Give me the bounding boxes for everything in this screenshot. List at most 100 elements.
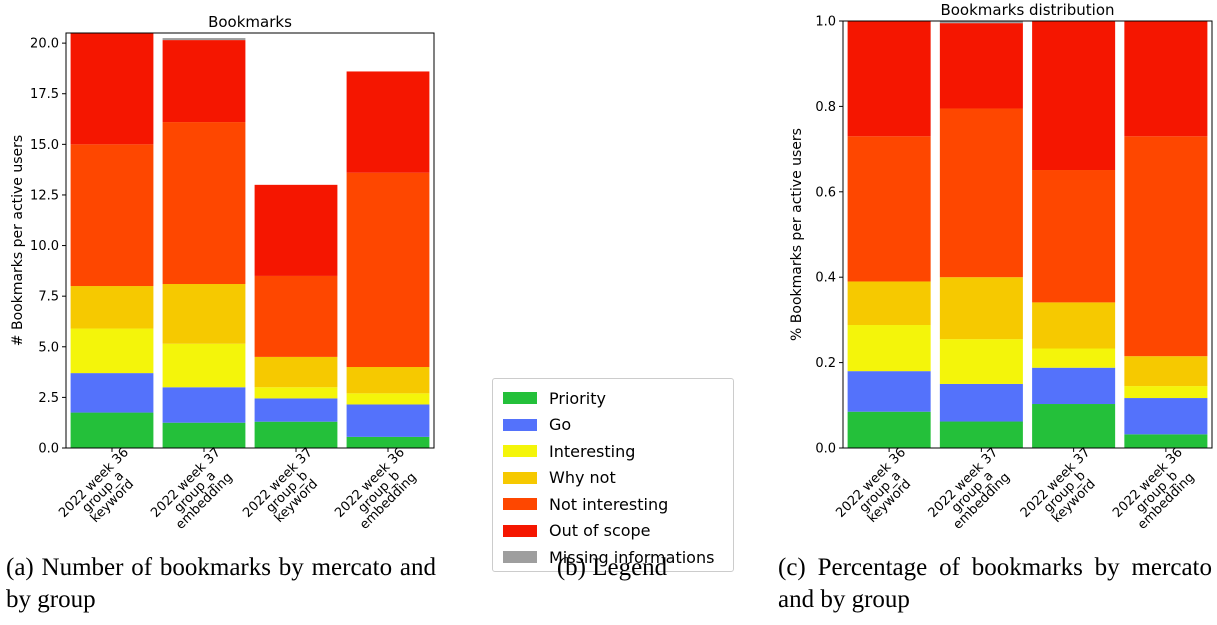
bar-not-interesting-0 [70, 144, 154, 287]
legend-item-interesting: Interesting [503, 439, 635, 463]
bar-why-not-0 [70, 286, 154, 329]
bar-out-of-scope-1 [162, 40, 246, 123]
bar-priority-3 [346, 436, 430, 448]
bar-go-1 [939, 383, 1023, 422]
bar-not-interesting-0 [847, 136, 931, 282]
bar-go-3 [1124, 398, 1208, 435]
y-tick-label: 2.5 [38, 391, 59, 406]
bar-priority-3 [1124, 434, 1208, 448]
svg-text:2022 week 36group_bembedding: 2022 week 36group_bembedding [332, 445, 426, 539]
bar-interesting-1 [939, 339, 1023, 384]
bar-interesting-2 [254, 387, 338, 399]
legend-item-why-not: Why not [503, 466, 616, 490]
bar-go-3 [346, 404, 430, 437]
legend-item-missing-informations: Missing informations [503, 545, 714, 569]
bar-not-interesting-3 [1124, 136, 1208, 357]
y-tick-label: 12.5 [30, 188, 59, 203]
bar-out-of-scope-3 [1124, 21, 1208, 137]
x-tick-label-0: 2022 week 36group_akeyword [56, 445, 150, 539]
bar-out-of-scope-0 [847, 21, 931, 137]
bookmarks-distribution-chart: 0.0 0.2 0.4 0.6 0.8 1.0 2022 week 36group_akey… [789, 1, 1213, 539]
caption-a: (a) Number of bookmarks by mercato and b… [6, 554, 436, 613]
legend-swatch [503, 551, 537, 563]
y-axis-label: # Bookmarks per active users [10, 135, 26, 346]
plot-frame [842, 20, 1213, 449]
bar-out-of-scope-1 [939, 23, 1023, 109]
bar-interesting-0 [847, 325, 931, 372]
y-tick-label: 1.0 [815, 15, 836, 30]
legend-label: Missing informations [549, 547, 715, 567]
bar-priority-2 [254, 421, 338, 448]
bar-out-of-scope-0 [70, 33, 154, 145]
bar-priority-2 [1032, 404, 1116, 448]
legend-item-not-interesting: Not interesting [503, 492, 668, 516]
y-tick-label: 7.5 [38, 290, 59, 305]
y-tick-label: 0.0 [815, 442, 836, 457]
y-tick-label: 0.6 [815, 185, 836, 200]
legend: Priority Go Interesting Why not Not interest… [492, 378, 734, 572]
bar-go-2 [254, 398, 338, 422]
bar-why-not-0 [847, 281, 931, 326]
bar-not-interesting-3 [346, 172, 430, 368]
bar-why-not-1 [939, 277, 1023, 340]
bar-interesting-2 [1032, 348, 1116, 368]
bar-priority-1 [162, 422, 246, 448]
x-tick-label-1: 2022 week 37group_aembedding [926, 445, 1020, 539]
x-tick-label-1: 2022 week 37group_aembedding [148, 445, 242, 539]
bar-not-interesting-1 [939, 108, 1023, 278]
bar-missing-informations-1 [162, 38, 246, 41]
bar-why-not-2 [254, 356, 338, 388]
legend-item-priority: Priority [503, 386, 606, 410]
bar-go-0 [847, 371, 931, 412]
bar-not-interesting-1 [162, 122, 246, 285]
y-tick-label: 0.4 [815, 271, 836, 286]
y-tick-label: 20.0 [30, 37, 59, 52]
svg-text:2022 week 36group_akeyword: 2022 week 36group_akeyword [56, 445, 150, 539]
bar-go-1 [162, 387, 246, 423]
bar-go-2 [1032, 367, 1116, 405]
chart-title: Bookmarks distribution [940, 1, 1114, 19]
legend-swatch [503, 392, 537, 404]
bar-why-not-3 [346, 367, 430, 394]
bar-not-interesting-2 [254, 275, 338, 357]
legend-swatch [503, 445, 537, 457]
x-tick-label-2: 2022 week 37group_bkeyword [240, 445, 334, 539]
svg-text:2022 week 37group_aembedding: 2022 week 37group_aembedding [926, 445, 1020, 539]
y-axis-label: % Bookmarks per active users [789, 128, 805, 341]
caption-b: (b) Legend [556, 554, 668, 581]
x-tick-label-3: 2022 week 36group_bembedding [1110, 445, 1204, 539]
bookmarks-count-chart: 0.0 2.5 5.0 7.5 10.0 12.5 15.0 17.5 20.0 2022 wee… [10, 13, 435, 539]
chart-title: Bookmarks [208, 13, 292, 31]
bar-out-of-scope-2 [254, 184, 338, 276]
bar-why-not-3 [1124, 356, 1208, 387]
svg-text:2022 week 37group_bkeyword: 2022 week 37group_bkeyword [240, 445, 334, 539]
bar-why-not-1 [162, 284, 246, 344]
y-tick-label: 0.2 [815, 356, 836, 371]
bar-why-not-2 [1032, 302, 1116, 349]
x-tick-label-0: 2022 week 36group_akeyword [833, 445, 914, 526]
legend-swatch [503, 418, 537, 431]
bar-priority-0 [70, 412, 154, 448]
y-tick-label: 17.5 [30, 87, 59, 102]
y-tick-label: 0.0 [38, 442, 59, 457]
bar-priority-0 [847, 411, 931, 448]
x-tick-label-3: 2022 week 36group_bembedding [332, 445, 426, 539]
svg-text:2022 week 36group_bembedding: 2022 week 36group_bembedding [1110, 445, 1204, 539]
legend-label: Priority [549, 388, 606, 408]
bar-interesting-3 [346, 393, 430, 405]
svg-text:2022 week 37group_bkeyword: 2022 week 37group_bkeyword [1018, 445, 1112, 539]
bar-go-0 [70, 373, 154, 413]
bar-missing-informations-1 [939, 21, 1023, 24]
legend-label: Go [549, 415, 572, 434]
bar-not-interesting-2 [1032, 170, 1116, 303]
legend-label: Not interesting [549, 494, 669, 514]
legend-label: Out of scope [549, 521, 651, 540]
svg-text:2022 week 37group_aembedding: 2022 week 37group_aembedding [148, 445, 242, 539]
y-tick-label: 15.0 [30, 138, 59, 153]
legend-swatch [503, 524, 537, 537]
plot-frame [65, 32, 435, 449]
y-tick-label: 5.0 [38, 340, 59, 355]
bar-priority-1 [939, 421, 1023, 448]
bar-out-of-scope-2 [1032, 21, 1116, 171]
